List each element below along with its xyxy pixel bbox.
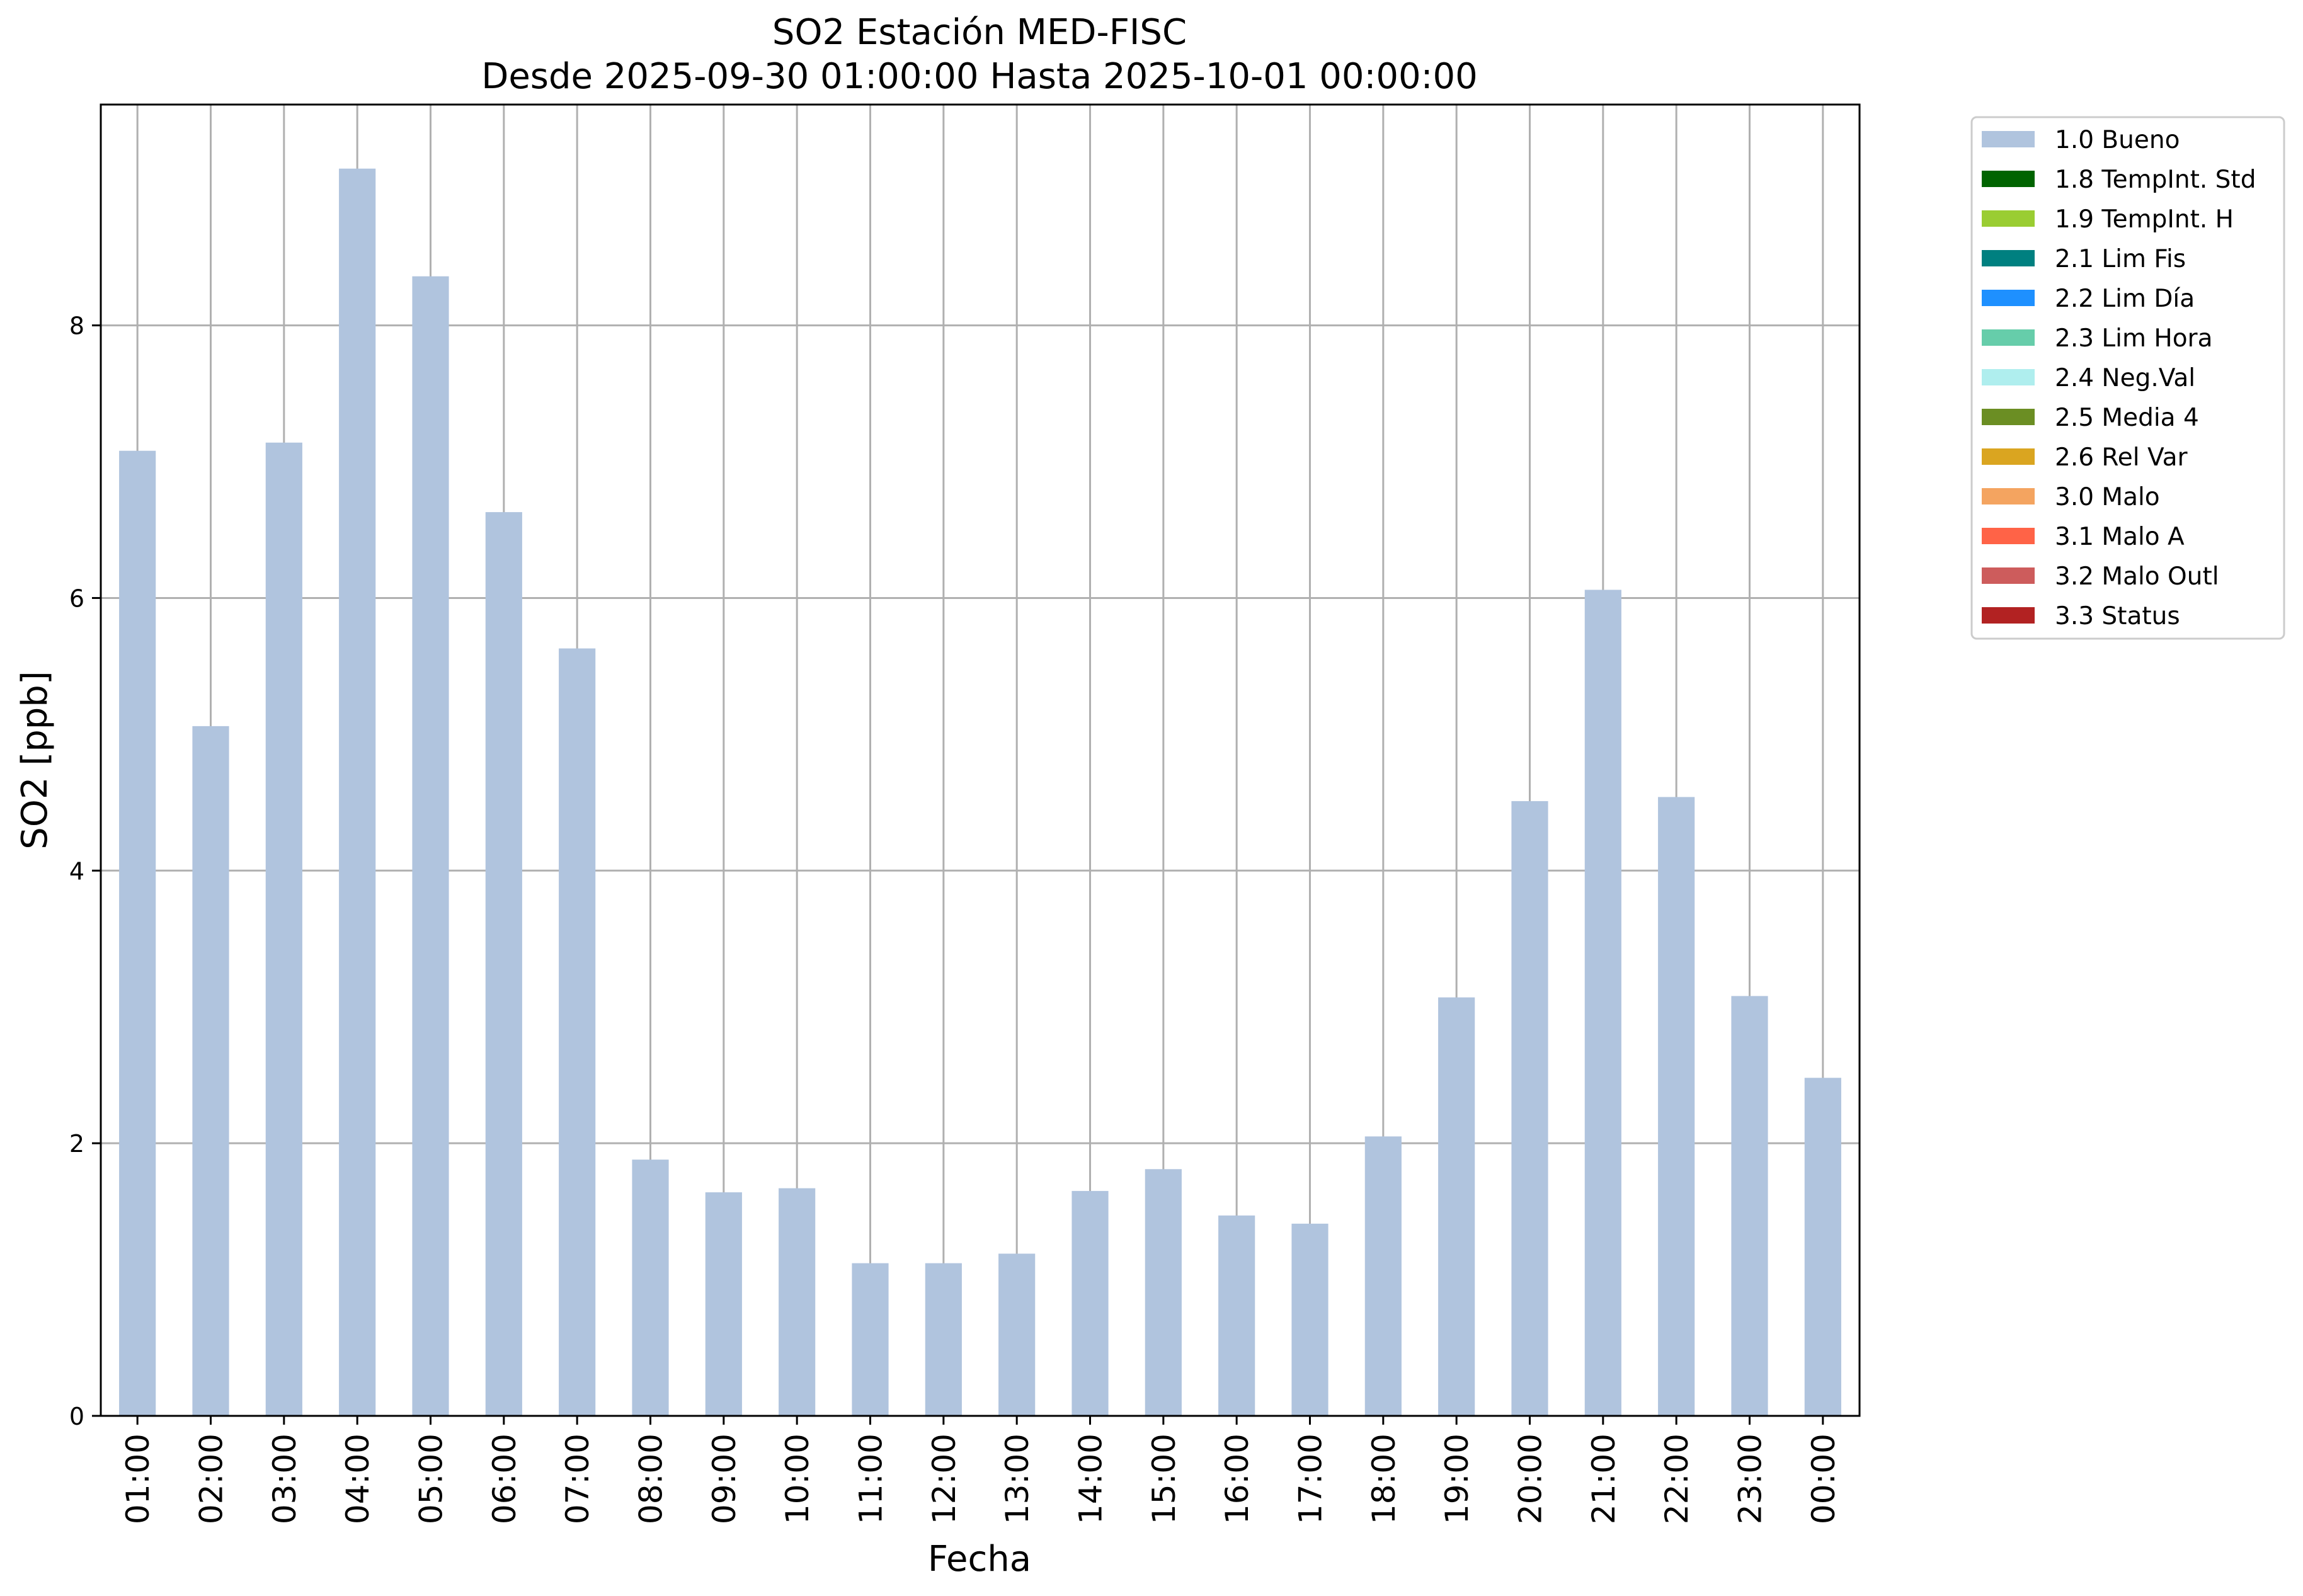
x-tick-label: 09:00 [706, 1434, 743, 1524]
x-tick-label: 23:00 [1732, 1434, 1769, 1524]
x-tick-label: 16:00 [1219, 1434, 1255, 1524]
legend-swatch [1982, 329, 2035, 346]
x-tick-label: 12:00 [926, 1434, 963, 1524]
y-tick-label: 6 [69, 584, 84, 612]
legend-label: 1.8 TempInt. Std [2055, 166, 2256, 194]
y-tick-label: 4 [69, 857, 84, 885]
bar [1291, 1223, 1329, 1416]
legend: 1.0 Bueno 1.8 TempInt. Std 1.9 TempInt. H 2… [1970, 116, 2285, 640]
chart-title-line2: Desde 2025-09-30 01:00:00 Hasta 2025-10-… [481, 56, 1478, 97]
legend-label: 3.1 Malo A [2055, 523, 2185, 551]
legend-label: 3.0 Malo [2055, 483, 2160, 511]
legend-label: 1.0 Bueno [2055, 126, 2180, 154]
bars [119, 168, 1841, 1416]
x-tick-label: 13:00 [999, 1434, 1036, 1524]
bar [1584, 590, 1621, 1416]
x-tick-label: 08:00 [633, 1434, 670, 1524]
legend-label: 3.3 Status [2055, 602, 2180, 630]
x-tick-label: 05:00 [413, 1434, 450, 1524]
bar [632, 1160, 669, 1416]
legend-swatch [1982, 210, 2035, 227]
bar [1145, 1169, 1182, 1416]
bar [1071, 1190, 1109, 1416]
bar [412, 276, 449, 1416]
legend-label: 2.1 Lim Fis [2055, 245, 2186, 273]
bar [339, 168, 376, 1416]
bar [119, 450, 156, 1416]
bar [852, 1263, 889, 1416]
x-tick-label: 02:00 [193, 1434, 230, 1524]
x-tick-label: 14:00 [1073, 1434, 1109, 1524]
bar [1364, 1136, 1402, 1416]
legend-swatch [1982, 567, 2035, 584]
legend-label: 2.6 Rel Var [2055, 443, 2188, 472]
bar [192, 726, 229, 1416]
x-tick-label: 18:00 [1366, 1434, 1402, 1524]
bar [1511, 801, 1548, 1416]
x-tick-label: 17:00 [1293, 1434, 1329, 1524]
legend-swatch [1982, 369, 2035, 385]
y-axis-label: SO2 [ppb] [14, 671, 55, 849]
legend-swatch [1982, 171, 2035, 187]
x-tick-label: 06:00 [486, 1434, 523, 1524]
legend-entries: 1.0 Bueno 1.8 TempInt. Std 1.9 TempInt. H 2… [1982, 126, 2256, 630]
legend-label: 1.9 TempInt. H [2055, 205, 2234, 234]
legend-label: 2.2 Lim Día [2055, 285, 2195, 313]
legend-swatch [1982, 448, 2035, 465]
bar [925, 1263, 962, 1416]
bar [998, 1253, 1036, 1416]
y-tick-label: 8 [69, 312, 84, 340]
x-tick-label: 22:00 [1659, 1434, 1695, 1524]
x-tick-label: 10:00 [779, 1434, 816, 1524]
x-tick-label: 19:00 [1439, 1434, 1475, 1524]
x-tick-label: 07:00 [559, 1434, 596, 1524]
x-tick-label: 21:00 [1586, 1434, 1622, 1524]
legend-swatch [1982, 488, 2035, 504]
legend-swatch [1982, 528, 2035, 544]
legend-frame [1970, 116, 2285, 640]
legend-swatch [1982, 409, 2035, 425]
x-axis: 01:00 02:00 03:00 04:00 05:00 06:00 07:00 08:00… [120, 1416, 1842, 1524]
legend-label: 3.2 Malo Outl [2055, 562, 2219, 591]
bar [779, 1188, 816, 1416]
bar [1218, 1215, 1255, 1416]
y-axis: 0 2 4 6 8 [69, 312, 101, 1430]
legend-label: 2.3 Lim Hora [2055, 324, 2213, 353]
x-axis-label: Fecha [928, 1539, 1031, 1580]
x-tick-label: 01:00 [120, 1434, 156, 1524]
x-tick-label: 00:00 [1805, 1434, 1842, 1524]
x-tick-label: 11:00 [853, 1434, 889, 1524]
bar [1731, 996, 1768, 1416]
bar [705, 1192, 742, 1416]
bar [485, 512, 522, 1416]
plot-area-frame [100, 103, 1861, 1417]
bar [1804, 1078, 1841, 1416]
bar [559, 648, 596, 1416]
bar [265, 442, 302, 1416]
bar [1658, 797, 1695, 1416]
legend-label: 2.5 Media 4 [2055, 404, 2199, 432]
chart-title-line1: SO2 Estación MED-FISC [772, 12, 1187, 53]
x-tick-label: 04:00 [340, 1434, 376, 1524]
x-tick-label: 03:00 [266, 1434, 303, 1524]
legend-swatch [1982, 250, 2035, 266]
legend-swatch [1982, 131, 2035, 147]
x-tick-label: 20:00 [1512, 1434, 1549, 1524]
y-tick-label: 2 [69, 1130, 84, 1158]
legend-swatch [1982, 607, 2035, 624]
bar [1438, 997, 1475, 1416]
x-tick-label: 15:00 [1146, 1434, 1182, 1524]
legend-label: 2.4 Neg.Val [2055, 364, 2195, 392]
legend-swatch [1982, 290, 2035, 306]
y-tick-label: 0 [69, 1403, 84, 1430]
